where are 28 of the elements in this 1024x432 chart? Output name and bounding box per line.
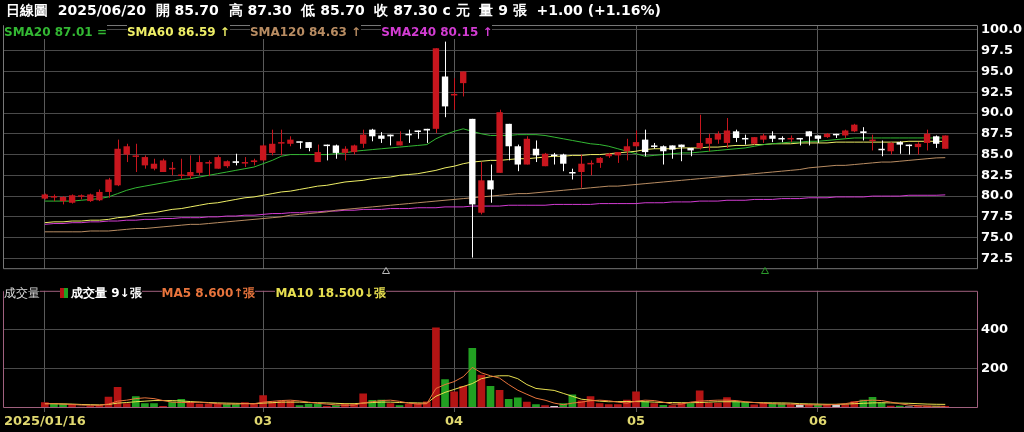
y-tick-label: 97.5 bbox=[981, 42, 1014, 58]
y-tick-label: 200 bbox=[981, 360, 1009, 376]
text: SMA60 86.59 ↑ bbox=[126, 25, 230, 39]
x-tick-label: 03 bbox=[254, 413, 273, 429]
text: SMA120 84.63 ↑ bbox=[249, 25, 362, 39]
text: SMA20 87.01 = bbox=[4, 25, 107, 39]
y-tick-label: 82.5 bbox=[981, 166, 1014, 182]
y-tick-label: 77.5 bbox=[981, 208, 1014, 224]
legend-label: 成交量 9↓張 bbox=[71, 286, 142, 300]
y-tick-label: 92.5 bbox=[981, 83, 1014, 99]
x-tick-label: 2025/01/16 bbox=[3, 413, 86, 429]
y-tick-label: 100.0 bbox=[981, 21, 1023, 37]
text: SMA240 80.15 ↑ bbox=[381, 25, 493, 39]
chart-title: 成交量 bbox=[4, 285, 40, 302]
text: MA10 18.500↓張 bbox=[275, 286, 386, 300]
y-tick-label: 85.0 bbox=[981, 145, 1014, 161]
y-tick-label: 90.0 bbox=[981, 104, 1014, 120]
x-tick-label: 06 bbox=[808, 413, 827, 429]
y-tick-label: 400 bbox=[981, 321, 1009, 337]
y-tick-label: 72.5 bbox=[981, 249, 1014, 265]
text: MA5 8.600↑張 bbox=[161, 286, 256, 300]
x-tick-label: 04 bbox=[445, 413, 464, 429]
y-tick-label: 87.5 bbox=[981, 125, 1014, 141]
x-tick-label: 05 bbox=[626, 413, 646, 429]
y-tick-label: 80.0 bbox=[981, 187, 1014, 203]
y-tick-label: 95.0 bbox=[981, 62, 1014, 78]
chart-title: 日線圖 2025/06/20 開 85.70 高 87.30 低 85.70 收 87.30 c 元 量 9 張 +1.00 (+1.16%) bbox=[6, 2, 661, 20]
y-tick-label: 75.0 bbox=[981, 229, 1014, 245]
